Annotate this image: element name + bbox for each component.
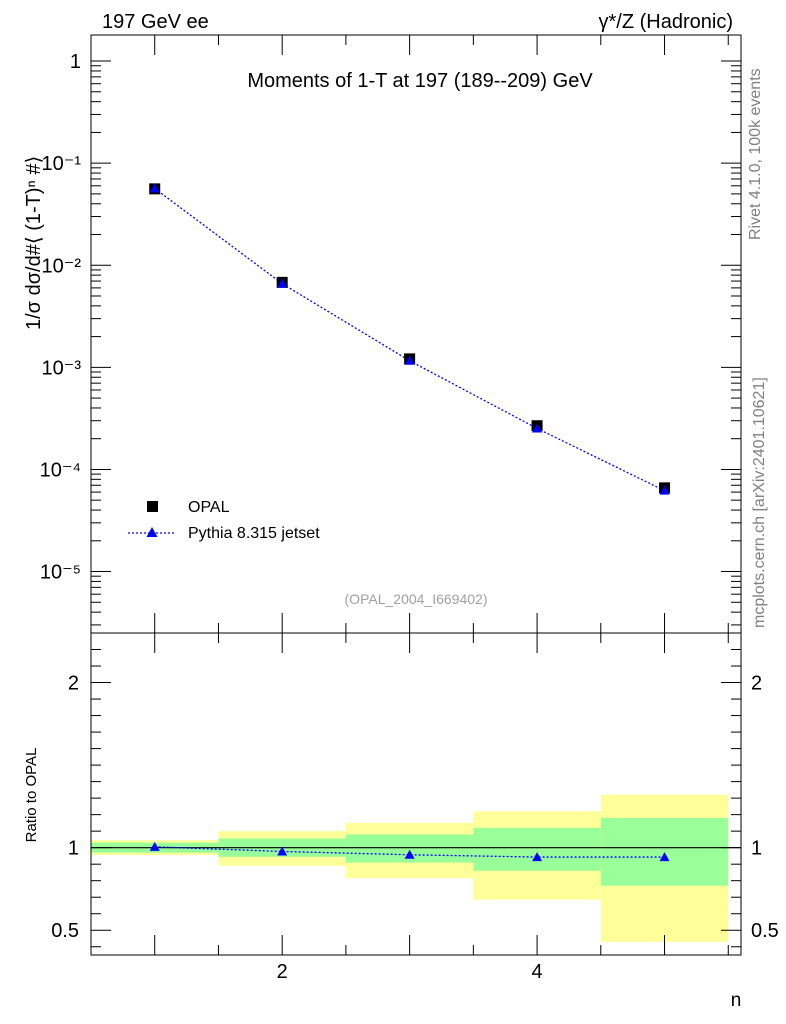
main-y-tick-labels: 1 10⁻¹ 10⁻² 10⁻³ 10⁻⁴ 10⁻⁵ xyxy=(40,51,82,583)
ratio-y-tick-label-right: 0.5 xyxy=(751,920,779,942)
main-axis-ticks xyxy=(91,35,741,633)
x-tick-label: 4 xyxy=(532,961,543,983)
ratio-y-tick-label-right: 1 xyxy=(751,838,762,860)
ratio-data-series xyxy=(149,841,670,862)
ratio-pythia-point xyxy=(659,852,670,862)
x-tick-label: 2 xyxy=(277,961,288,983)
x-axis-label: n xyxy=(731,990,742,1011)
ratio-y-axis-label: Ratio to OPAL xyxy=(23,748,40,843)
ratio-pythia-point xyxy=(404,849,415,859)
chart-title: Moments of 1-T at 197 (189--209) GeV xyxy=(247,70,593,92)
ratio-pythia-point xyxy=(149,841,160,851)
main-y-tick-label: 10⁻⁴ xyxy=(40,459,81,481)
ratio-green-band xyxy=(473,827,601,871)
analysis-tag: (OPAL_2004_I669402) xyxy=(345,591,488,607)
ratio-uncertainty-bands xyxy=(91,794,729,942)
ratio-axis-ticks xyxy=(91,632,741,955)
pythia-data-point xyxy=(277,278,288,288)
ratio-y-tick-label-left: 0.5 xyxy=(51,920,79,942)
header-energy-label: 197 GeV ee xyxy=(102,11,209,33)
pythia-data-point xyxy=(659,485,670,495)
mcplots-label: mcplots.cern.ch [arXiv:2401.10621] xyxy=(751,377,768,628)
main-y-axis-label: 1/σ dσ/d#⟨ (1-T)ⁿ #⟩ xyxy=(23,156,45,330)
main-y-tick-label: 10⁻¹ xyxy=(42,153,82,175)
main-plot-frame xyxy=(90,34,742,634)
rivet-version-label: Rivet 4.1.0, 100k events xyxy=(747,68,764,240)
ratio-tick-labels: 0.5 0.5 1 1 2 2 2 4 xyxy=(51,673,779,983)
ratio-plot-frame xyxy=(90,632,742,956)
legend-opal-label: OPAL xyxy=(188,499,230,516)
pythia-data-point xyxy=(149,183,160,193)
ratio-green-band xyxy=(600,817,729,886)
ratio-pythia-point xyxy=(277,846,288,856)
ratio-y-tick-label-left: 1 xyxy=(68,838,79,860)
pythia-data-point xyxy=(404,355,415,365)
pythia-line xyxy=(154,187,665,492)
ratio-plot-panel: 0.5 0.5 1 1 2 2 2 4 Ratio to OPAL n xyxy=(23,632,779,1011)
main-data-series xyxy=(149,183,671,495)
main-plot-panel: 1 10⁻¹ 10⁻² 10⁻³ 10⁻⁴ 10⁻⁵ Moments of 1-T at … xyxy=(23,34,742,634)
ratio-pythia-point xyxy=(532,852,543,862)
main-y-tick-label: 10⁻² xyxy=(42,255,82,277)
ratio-pythia-line xyxy=(154,846,665,858)
legend-opal-marker xyxy=(147,501,158,512)
main-y-tick-label: 10⁻⁵ xyxy=(40,562,81,584)
header-process-label: γ*/Z (Hadronic) xyxy=(599,11,733,33)
ratio-y-tick-label-right: 2 xyxy=(751,673,762,695)
legend: OPAL Pythia 8.315 jetset xyxy=(128,499,320,542)
legend-pythia-marker xyxy=(146,527,158,537)
pythia-data-point xyxy=(532,423,543,433)
ratio-y-tick-label-left: 2 xyxy=(68,673,79,695)
legend-pythia-label: Pythia 8.315 jetset xyxy=(188,525,320,542)
main-y-tick-label: 1 xyxy=(70,51,81,73)
main-y-tick-label: 10⁻³ xyxy=(42,357,82,379)
